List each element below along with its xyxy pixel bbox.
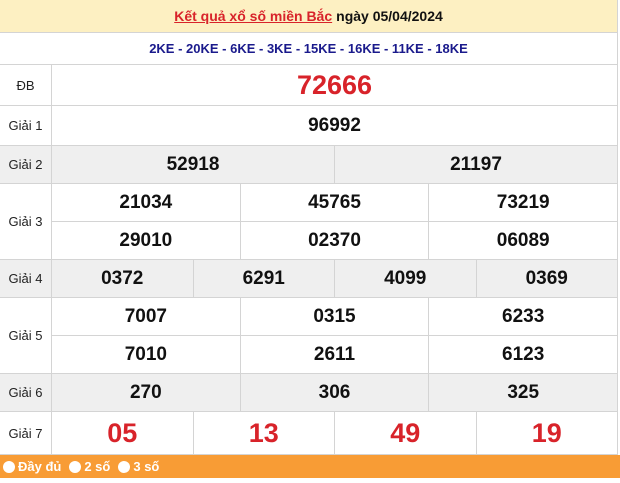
prize-number: 0369 [475, 260, 618, 297]
option-label: 2 số [84, 459, 111, 474]
prize-number: 73219 [428, 184, 617, 221]
prize-number: 21197 [334, 146, 617, 183]
display-options-bar: Đầy đủ 2 số 3 số [0, 455, 620, 478]
results-title-link[interactable]: Kết quả xổ số miền Bắc [174, 8, 333, 24]
prize-row: Giải 2 52918 21197 [0, 146, 617, 184]
prize-label: Giải 5 [0, 298, 52, 373]
prize-number: 6233 [428, 298, 617, 335]
radio-icon[interactable] [69, 460, 82, 473]
radio-icon[interactable] [3, 460, 15, 473]
prize-number: 45765 [239, 184, 429, 221]
prize-label: Giải 2 [0, 146, 52, 183]
prize-number: 306 [239, 374, 429, 411]
prize-row: Giải 5 7007 0315 6233 7010 2611 6123 [0, 298, 617, 374]
prize-row: Giải 4 0372 6291 4099 0369 [0, 260, 617, 298]
prize-number: 02370 [239, 222, 429, 259]
prize-number: 7010 [124, 343, 167, 365]
prize-number: 6291 [192, 260, 335, 297]
prize-number: 0372 [101, 267, 144, 289]
prize-label: Giải 4 [0, 260, 52, 297]
prize-number: 19 [475, 412, 618, 454]
prize-number: 2611 [239, 336, 429, 373]
radio-icon[interactable] [118, 460, 131, 473]
prize-number: 0315 [239, 298, 429, 335]
prize-number: 325 [428, 374, 617, 411]
prize-row: Giải 3 21034 45765 73219 29010 02370 06089 [0, 184, 617, 260]
prize-number: 52918 [166, 153, 220, 175]
prize-number: 4099 [334, 260, 476, 297]
results-date: ngày 05/04/2024 [336, 8, 443, 24]
prize-row: Giải 7 05 13 49 19 [0, 412, 617, 455]
prize-number: 29010 [119, 229, 173, 251]
option-label: 3 số [133, 459, 160, 474]
draw-codes: 2KE - 20KE - 6KE - 3KE - 15KE - 16KE - 1… [0, 33, 617, 65]
prize-number: 13 [192, 412, 335, 454]
prize-row: Giải 1 96992 [0, 106, 617, 146]
prize-number: 96992 [308, 114, 361, 136]
prize-number: 49 [334, 412, 476, 454]
option-label: Đầy đủ [18, 459, 62, 474]
prize-label: ĐB [0, 65, 52, 105]
prize-number: 72666 [296, 69, 373, 100]
option-2-digits[interactable]: 2 số [69, 459, 110, 474]
prize-number: 7007 [124, 305, 167, 327]
option-3-digits[interactable]: 3 số [118, 459, 159, 474]
results-header: Kết quả xổ số miền Bắc ngày 05/04/2024 [0, 0, 617, 33]
prize-number: 270 [129, 381, 162, 403]
prize-label: Giải 6 [0, 374, 52, 411]
prize-number: 21034 [119, 191, 173, 213]
prize-label: Giải 1 [0, 106, 52, 145]
prize-number: 05 [107, 417, 138, 448]
prize-label: Giải 7 [0, 412, 52, 454]
prize-number: 6123 [428, 336, 617, 373]
prize-row: ĐB 72666 [0, 65, 617, 106]
prize-number: 06089 [428, 222, 617, 259]
results-table: Kết quả xổ số miền Bắc ngày 05/04/2024 2… [0, 0, 618, 455]
prize-row: Giải 6 270 306 325 [0, 374, 617, 412]
prize-label: Giải 3 [0, 184, 52, 259]
option-full[interactable]: Đầy đủ [3, 459, 61, 474]
